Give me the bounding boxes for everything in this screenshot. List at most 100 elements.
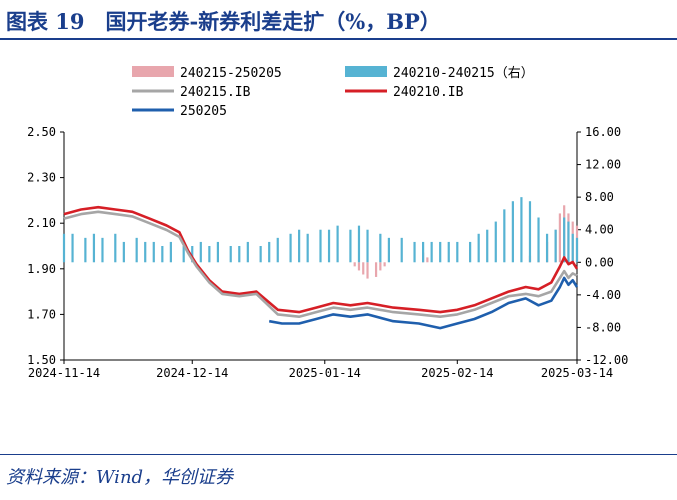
bar-240210-240215 bbox=[135, 237, 138, 263]
bar-240210-240215 bbox=[503, 209, 506, 263]
bar-240210-240215 bbox=[511, 201, 514, 263]
line-250205 bbox=[268, 276, 579, 330]
bar-240210-240215 bbox=[477, 233, 480, 263]
plot-area: 2.50 2.30 2.10 1.90 1.70 1.50 16.00 12.00 8.00 4.… bbox=[27, 125, 628, 380]
legend-label: 240215.IB bbox=[180, 85, 251, 100]
bar-240215-250205 bbox=[353, 262, 356, 267]
y-tick-label-left: 1.50 bbox=[27, 353, 56, 367]
chart-legend: 240215-250205 240210-240215（右） 240215.IB 24… bbox=[132, 66, 534, 119]
bar-240210-240215 bbox=[447, 241, 450, 263]
bar-240210-240215 bbox=[246, 241, 249, 263]
y-tick-label-left: 1.90 bbox=[27, 262, 56, 276]
source-note: 资料来源：Wind，华创证券 bbox=[6, 467, 234, 488]
bar-240210-240215 bbox=[486, 229, 489, 263]
bar-240210-240215 bbox=[144, 241, 147, 263]
bar-240210-240215 bbox=[413, 241, 416, 263]
bar-240210-240215 bbox=[400, 237, 403, 263]
bar-240210-240215 bbox=[520, 197, 523, 263]
bar-240210-240215 bbox=[216, 241, 219, 263]
bar-240210-240215 bbox=[229, 246, 232, 263]
y-tick-label-right: 16.00 bbox=[585, 125, 621, 139]
y-tick-label-left: 2.10 bbox=[27, 216, 56, 230]
bar-240210-240215 bbox=[238, 246, 241, 263]
bar-240210-240215 bbox=[161, 246, 164, 263]
bar-240210-240215 bbox=[563, 217, 566, 263]
legend-label: 240210-240215（右） bbox=[393, 66, 534, 81]
bar-240210-240215 bbox=[422, 241, 425, 263]
x-tick-label: 2025-03-14 bbox=[541, 366, 613, 380]
bar-240210-240215 bbox=[152, 241, 155, 263]
bar-240210-240215 bbox=[387, 237, 390, 263]
bar-240210-240215 bbox=[289, 233, 292, 263]
y-tick-label-left: 2.30 bbox=[27, 171, 56, 185]
bar-240210-240215 bbox=[101, 237, 104, 263]
bar-240210-240215 bbox=[259, 246, 262, 263]
y-tick-label-left: 1.70 bbox=[27, 307, 56, 321]
bar-240215-250205 bbox=[383, 262, 386, 267]
bar-240210-240215 bbox=[327, 229, 331, 263]
legend-label: 240210.IB bbox=[393, 85, 464, 100]
x-tick-label: 2025-01-14 bbox=[289, 366, 361, 380]
bar-240210-240215 bbox=[114, 233, 117, 263]
bar-240215-250205 bbox=[379, 262, 382, 271]
legend-label: 250205 bbox=[180, 104, 227, 119]
bar-240215-250205 bbox=[366, 262, 369, 279]
figure-title: 图表 19 国开老券-新券利差走扩（%，BP） bbox=[6, 9, 441, 34]
y-tick-label-right: -4.00 bbox=[585, 288, 621, 302]
source-rule bbox=[0, 454, 677, 455]
bar-240210-240215 bbox=[528, 201, 532, 263]
bar-240215-250205 bbox=[374, 262, 378, 277]
bar-240210-240215 bbox=[191, 246, 194, 263]
y-tick-label-right: -12.00 bbox=[585, 353, 628, 367]
y-tick-label-right: 0.00 bbox=[585, 255, 614, 269]
bar-240210-240215 bbox=[545, 233, 549, 263]
y-tick-label-right: 8.00 bbox=[585, 190, 614, 204]
legend-label: 240215-250205 bbox=[180, 66, 282, 81]
bar-240210-240215 bbox=[71, 233, 74, 263]
legend-swatch bbox=[345, 66, 387, 77]
bar-240210-240215 bbox=[537, 217, 540, 263]
bar-240215-250205 bbox=[558, 213, 561, 263]
bar-240210-240215 bbox=[122, 241, 125, 263]
bar-240210-240215 bbox=[169, 241, 172, 263]
spread-chart: 240215-250205 240210-240215（右） 240215.IB 24… bbox=[27, 66, 628, 380]
bar-240210-240215 bbox=[306, 233, 309, 263]
bar-240210-240215 bbox=[469, 241, 472, 263]
bar-240210-240215 bbox=[554, 229, 557, 263]
x-tick-label: 2024-12-14 bbox=[156, 366, 228, 380]
bar-240210-240215 bbox=[567, 221, 570, 263]
bar-240210-240215 bbox=[366, 229, 369, 263]
x-tick-label: 2024-11-14 bbox=[28, 366, 100, 380]
y-tick-label-right: 12.00 bbox=[585, 158, 621, 172]
title-rule bbox=[0, 38, 677, 40]
figure-header: 图表 19 国开老券-新券利差走扩（%，BP） bbox=[0, 0, 677, 40]
bar-240210-240215 bbox=[336, 225, 339, 263]
bar-240210-240215 bbox=[575, 237, 579, 263]
bar-240215-250205 bbox=[426, 257, 429, 263]
x-tick-label: 2025-02-14 bbox=[421, 366, 493, 380]
bar-240210-240215 bbox=[456, 241, 459, 263]
bar-240210-240215 bbox=[199, 241, 202, 263]
bar-240210-240215 bbox=[430, 241, 433, 263]
y-tick-label-right: -8.00 bbox=[585, 320, 621, 334]
bar-240210-240215 bbox=[571, 233, 574, 263]
bar-240210-240215 bbox=[62, 233, 66, 263]
bar-240210-240215 bbox=[357, 225, 361, 263]
bar-240210-240215 bbox=[92, 233, 96, 263]
bar-240210-240215 bbox=[298, 229, 301, 263]
line-240210-IB bbox=[63, 205, 579, 314]
bar-240210-240215 bbox=[439, 241, 442, 263]
line-240215-IB bbox=[63, 210, 578, 318]
bar-240210-240215 bbox=[494, 221, 497, 263]
bar-240215-250205 bbox=[357, 262, 361, 271]
bar-240215-250205 bbox=[362, 262, 365, 275]
bar-240210-240215 bbox=[268, 241, 271, 263]
bar-240210-240215 bbox=[319, 229, 322, 263]
bar-240210-240215 bbox=[349, 229, 352, 263]
y-tick-label-right: 4.00 bbox=[585, 223, 614, 237]
bar-240210-240215 bbox=[276, 237, 279, 263]
bar-240210-240215 bbox=[84, 237, 87, 263]
bar-240210-240215 bbox=[182, 246, 185, 263]
legend-swatch bbox=[132, 66, 174, 77]
y-tick-label-left: 2.50 bbox=[27, 125, 56, 139]
